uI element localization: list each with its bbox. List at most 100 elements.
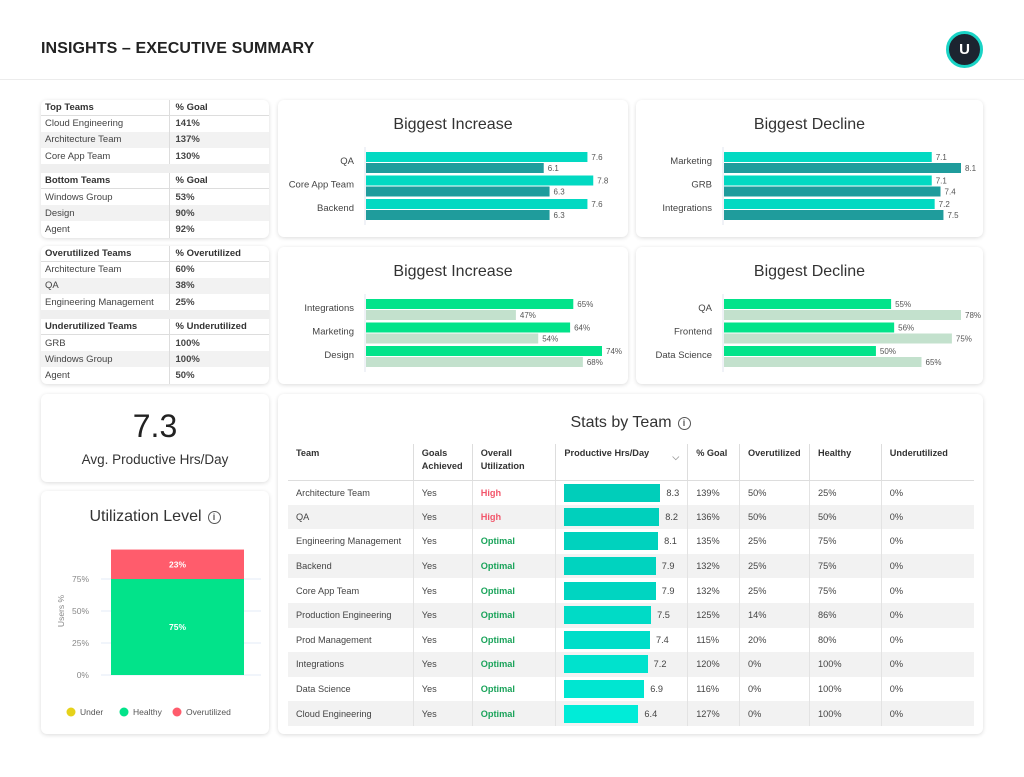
legend-label[interactable]: Overutilized xyxy=(186,707,231,717)
team-name: Cloud Engineering xyxy=(45,118,124,130)
hours-increase-card: Biggest Increase QA 7.6 6.1 Core App Team 7.… xyxy=(278,100,628,237)
col-header: % Goal xyxy=(168,173,269,190)
underutilized-percent: 0% xyxy=(880,602,974,628)
column-header[interactable]: Productive Hrs/Day ⌵ xyxy=(555,444,688,481)
underutilized-percent: 0% xyxy=(880,627,974,653)
team-name: Windows Group xyxy=(41,351,169,368)
underutilized-percent: 0% xyxy=(880,529,974,554)
hours-value: 7.9 xyxy=(661,561,675,572)
team-value: 50% xyxy=(168,367,269,384)
table-row[interactable]: Data Science Yes Optimal 6.9 116% 0% 100% 0% xyxy=(288,676,974,702)
table-row: Engineering Management 25% xyxy=(41,294,269,311)
column-header[interactable]: Overutilized xyxy=(739,444,810,481)
hours-bar xyxy=(564,483,661,502)
col-header: Underutilized Teams xyxy=(41,319,169,336)
table-row[interactable]: QA Yes High 8.2 136% 50% 50% 0% xyxy=(288,504,974,530)
table-row: Agent 92% xyxy=(41,221,269,238)
user-avatar[interactable]: U xyxy=(946,31,983,68)
category-label: Integrations xyxy=(304,303,354,314)
table-row[interactable]: Prod Management Yes Optimal 7.4 115% 20% 80% 0% xyxy=(288,627,974,653)
data-label: 68% xyxy=(587,358,603,367)
healthy-percent: 100% xyxy=(809,676,882,702)
category-label: QA xyxy=(340,156,354,167)
table-row[interactable]: Integrations Yes Optimal 7.2 120% 0% 100% 0% xyxy=(288,652,974,677)
table-row: Agent 50% xyxy=(41,367,269,384)
hours-bar xyxy=(564,606,652,625)
overutilized-percent: 25% xyxy=(739,553,810,579)
data-label: 54% xyxy=(542,335,558,344)
table-row[interactable]: Architecture Team Yes High 8.3 139% 50% 25% 0% xyxy=(288,480,974,505)
productive-hours: 7.9 xyxy=(555,578,688,603)
goal-increase-card: Biggest Increase Integrations 65% 47% Marke… xyxy=(278,247,628,384)
team-value: 141% xyxy=(168,115,269,132)
chart-title: Biggest Decline xyxy=(753,263,866,280)
col-header: % Overutilized xyxy=(168,246,269,262)
legend-label[interactable]: Healthy xyxy=(133,707,163,717)
data-label: 75% xyxy=(956,335,972,344)
y-tick-label: 0% xyxy=(77,670,90,680)
avg-hours-kpi-card: 7.3 Avg. Productive Hrs/Day xyxy=(41,394,269,482)
overall-utilization: Optimal xyxy=(471,553,556,579)
category-label: QA xyxy=(698,303,712,314)
data-label: 64% xyxy=(574,324,590,333)
goals-achieved: Yes xyxy=(412,652,473,677)
info-icon[interactable]: i xyxy=(207,511,221,524)
data-label: 7.1 xyxy=(936,177,948,186)
overutilized-percent: 0% xyxy=(739,701,810,726)
info-icon[interactable]: i xyxy=(677,417,691,430)
table-row: Architecture Team 60% xyxy=(41,261,269,278)
data-label: 56% xyxy=(898,324,914,333)
data-label: 8.1 xyxy=(965,164,977,173)
column-header[interactable]: Goals Achieved xyxy=(412,444,473,481)
column-header-label: Overutilized xyxy=(748,448,801,458)
team-name: GRB xyxy=(45,337,66,349)
hours-value: 6.9 xyxy=(650,684,663,695)
underutilized-percent: 0% xyxy=(880,701,974,726)
table-row[interactable]: Engineering Management Yes Optimal 8.1 135% 2… xyxy=(288,529,974,554)
bar-previous xyxy=(366,310,516,320)
category-label: Design xyxy=(324,350,354,361)
goal-percent: 139% xyxy=(687,480,740,505)
bar-current xyxy=(366,175,594,186)
kpi-value: 7.3 xyxy=(132,408,178,444)
hours-value: 8.2 xyxy=(665,511,679,522)
table-row[interactable]: Backend Yes Optimal 7.9 132% 25% 75% 0% xyxy=(288,553,974,579)
table-row[interactable]: Production Engineering Yes Optimal 7.5 125% 1… xyxy=(288,602,974,628)
overutilized-percent: 25% xyxy=(739,529,810,554)
data-label: 75% xyxy=(169,622,186,632)
bar-current xyxy=(724,152,932,162)
col-header: Overutilized Teams xyxy=(41,246,169,262)
hours-bar xyxy=(564,581,656,600)
data-label: 7.8 xyxy=(597,177,609,186)
stats-table: Team Goals Achieved Overall Utilization Pro… xyxy=(288,444,974,726)
category-label: Marketing xyxy=(312,327,354,338)
bar-previous xyxy=(366,210,550,220)
data-label: 65% xyxy=(926,358,942,367)
team-name: Integrations xyxy=(288,652,414,677)
underutilized-percent: 0% xyxy=(880,676,974,702)
column-header[interactable]: Team xyxy=(288,444,414,481)
table-row[interactable]: Cloud Engineering Yes Optimal 6.4 127% 0% 100%… xyxy=(288,701,974,726)
hours-value: 6.4 xyxy=(644,708,658,719)
legend-label[interactable]: Under xyxy=(80,707,103,717)
overutilized-percent: 50% xyxy=(739,480,810,505)
team-value: 38% xyxy=(168,277,269,295)
data-label: 6.3 xyxy=(554,188,566,197)
overall-utilization: Optimal xyxy=(471,627,556,653)
column-header[interactable]: % Goal xyxy=(687,444,740,481)
goals-achieved: Yes xyxy=(412,602,473,628)
team-name: Architecture Team xyxy=(41,131,169,149)
column-header[interactable]: Healthy xyxy=(809,444,882,481)
productive-hours: 8.3 xyxy=(555,480,688,505)
table-row[interactable]: Core App Team Yes Optimal 7.9 132% 25% 75% 0% xyxy=(288,578,974,603)
team-name: Production Engineering xyxy=(288,602,414,628)
category-label: Integrations xyxy=(662,203,712,214)
column-header[interactable]: Overall Utilization xyxy=(471,444,556,481)
healthy-percent: 50% xyxy=(809,504,882,530)
productive-hours: 7.5 xyxy=(555,602,688,628)
goal-teams-card: Top Teams% Goal Cloud Engineering 141% Ar… xyxy=(41,100,269,238)
category-label: Frontend xyxy=(674,327,712,338)
sort-chevron-icon[interactable]: ⌵ xyxy=(672,452,680,462)
column-header[interactable]: Underutilized xyxy=(880,444,974,481)
overall-utilization: Optimal xyxy=(471,529,556,554)
